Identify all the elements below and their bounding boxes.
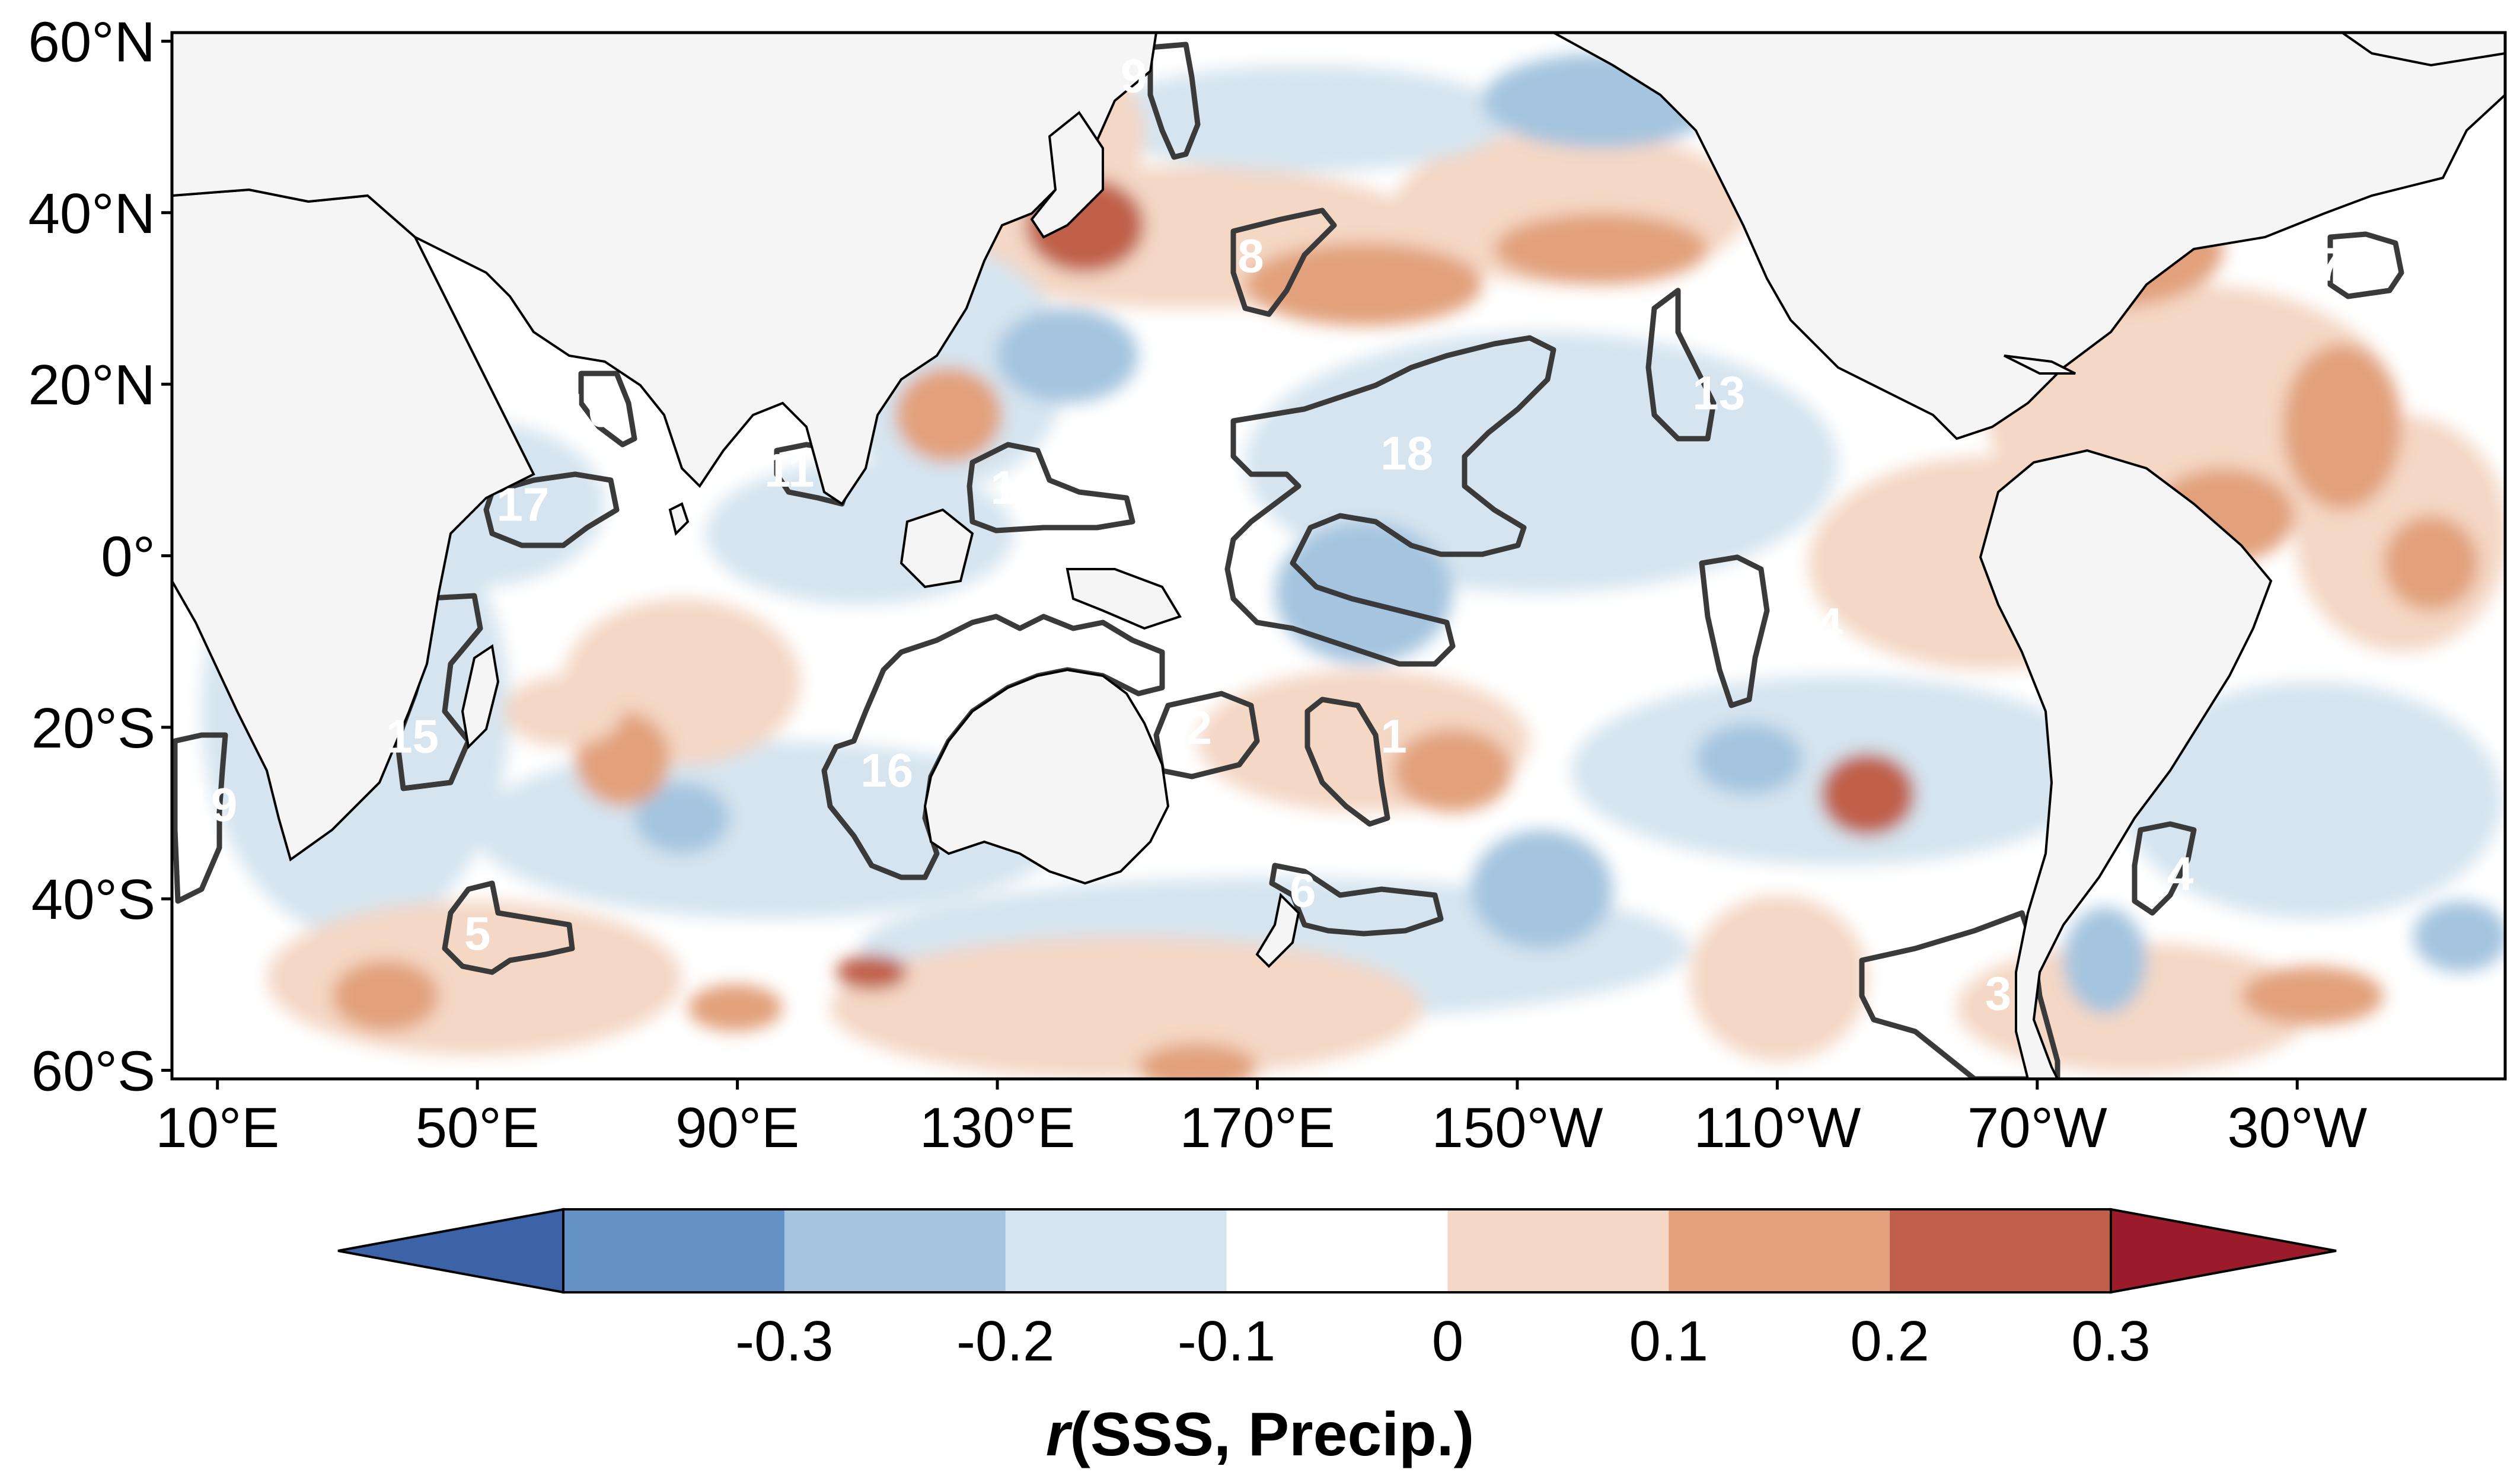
region-9-fill (1147, 41, 1201, 160)
colorbar-segment (1226, 1209, 1448, 1292)
colorbar-tick-label: 0.1 (1629, 1309, 1708, 1373)
region-8-fill (1230, 207, 1337, 317)
lon-tick-label: 130°E (920, 1096, 1076, 1160)
lon-tick-label: 150°W (1431, 1096, 1603, 1160)
region-label-11: 11 (764, 444, 815, 497)
region-14-fill (1699, 554, 1770, 708)
lon-tick-label: 50°E (416, 1096, 540, 1160)
colorbar-segment (1669, 1209, 1890, 1292)
region-6-fill (1269, 863, 1444, 937)
lat-tick-label: 60°N (28, 10, 156, 74)
lon-tick-label: 170°E (1179, 1096, 1335, 1160)
borneo-landmass (899, 508, 974, 589)
region-label-9: 9 (1121, 49, 1147, 102)
region-10-fill (578, 370, 637, 448)
region-7-fill (2327, 231, 2404, 299)
colorbar-title: r(SSS, Precip.) (1046, 1400, 1474, 1469)
lat-tick-label: 0° (101, 525, 155, 589)
south-america-landmass (1979, 449, 2273, 1079)
lat-tick-label: 40°N (28, 182, 156, 245)
colorbar-segment (1890, 1209, 2111, 1292)
colorbar-extend-high (2110, 1208, 2337, 1294)
region-1-fill (1304, 697, 1390, 827)
lat-tick-label: 20°N (28, 353, 156, 417)
lat-tick-label: 60°S (31, 1040, 155, 1103)
region-5-fill (442, 880, 575, 975)
north-america-landmass (1553, 33, 2505, 440)
region-label-14: 14 (1790, 598, 1843, 651)
region-label-5: 5 (464, 907, 491, 960)
region-label-6: 6 (1290, 864, 1316, 917)
colorbar-segment (563, 1209, 785, 1292)
region-label-4: 4 (2167, 847, 2194, 900)
colorbar-tick-label: 0 (1432, 1309, 1463, 1373)
lat-tick-label: 40°S (31, 868, 155, 931)
land (172, 33, 2505, 1079)
region-label-8: 8 (1237, 229, 1264, 282)
greenland-landmass (2340, 33, 2505, 67)
new-zealand-landmass (1255, 892, 1300, 968)
colorbar-tick-label: 0.2 (1850, 1309, 1929, 1373)
colorbar-ticks: -0.3 -0.2 -0.1 0 0.1 0.2 0.3 (735, 1309, 2151, 1373)
sri-lanka-landmass (668, 502, 690, 536)
region-label-3: 3 (1985, 967, 2012, 1020)
map-panel (170, 31, 2507, 1081)
region-3-fill (1859, 910, 2060, 1079)
region-12-fill (966, 442, 1135, 534)
colorbar-tick-label: 0.3 (2071, 1309, 2150, 1373)
new-guinea-landmass (1066, 568, 1182, 630)
region-label-10: 10 (562, 384, 614, 437)
lon-tick-label: 90°E (675, 1096, 799, 1160)
colorbar-segment (1005, 1209, 1227, 1292)
madagascar-landmass (461, 644, 500, 750)
region-label-15: 15 (386, 710, 439, 762)
region-label-13: 13 (1692, 367, 1745, 420)
colorbar-tick-label: -0.1 (1178, 1309, 1275, 1373)
region-label-1: 1 (1380, 710, 1407, 762)
colorbar-tick-label: -0.3 (735, 1309, 833, 1373)
lat-tick-label: 20°S (31, 697, 155, 760)
colorbar-tick-label: -0.2 (956, 1309, 1054, 1373)
latitude-axis: 60°N 40°N 20°N 0° 20°S 40°S 60°S (28, 10, 172, 1103)
lon-tick-label: 30°W (2227, 1096, 2367, 1160)
region-4-fill (2132, 821, 2197, 916)
longitude-axis: 10°E 50°E 90°E 130°E 170°E 150°W 110°W 70°W 30°W (155, 1079, 2368, 1160)
region-label-2: 2 (1186, 701, 1213, 754)
region-label-18: 18 (1380, 427, 1433, 480)
lon-tick-label: 110°W (1693, 1096, 1861, 1160)
japan-landmass (1030, 111, 1104, 239)
colorbar: -0.3 -0.2 -0.1 0 0.1 0.2 0.3 r(SSS, Precip.) (337, 1208, 2337, 1469)
region-13-fill (1645, 288, 1717, 442)
region-label-17: 17 (496, 478, 549, 531)
region-label-12: 12 (990, 461, 1043, 514)
region-2-fill (1153, 691, 1260, 780)
eurasia-landmass (172, 33, 1158, 506)
colorbar-segment (784, 1209, 1006, 1292)
anomaly-field (172, 33, 2505, 1079)
region-label-19: 19 (184, 778, 237, 831)
region-19-fill (172, 732, 228, 904)
colorbar-frame (562, 1208, 2112, 1293)
lon-tick-label: 70°W (1967, 1096, 2107, 1160)
colorbar-extend-low (337, 1208, 564, 1294)
cuba-landmass (2004, 354, 2076, 375)
region-label-16: 16 (860, 744, 913, 797)
region-label-7: 7 (2317, 238, 2343, 291)
region-18-fill (1224, 335, 1556, 667)
colorbar-segments (337, 1208, 2337, 1294)
region-17-fill (483, 471, 620, 548)
lon-tick-label: 10°E (155, 1096, 279, 1160)
australia-landmass (923, 668, 1170, 885)
colorbar-segment (1447, 1209, 1669, 1292)
